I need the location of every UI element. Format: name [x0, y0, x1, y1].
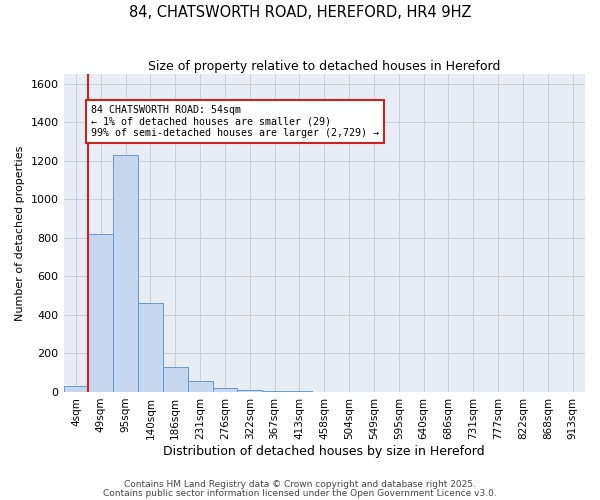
Bar — [64, 386, 88, 392]
X-axis label: Distribution of detached houses by size in Hereford: Distribution of detached houses by size … — [163, 444, 485, 458]
Bar — [113, 155, 138, 392]
Text: Contains public sector information licensed under the Open Government Licence v3: Contains public sector information licen… — [103, 488, 497, 498]
Text: 84 CHATSWORTH ROAD: 54sqm
← 1% of detached houses are smaller (29)
99% of semi-d: 84 CHATSWORTH ROAD: 54sqm ← 1% of detach… — [91, 105, 379, 138]
Bar — [238, 390, 262, 392]
Bar — [88, 234, 113, 392]
Text: 84, CHATSWORTH ROAD, HEREFORD, HR4 9HZ: 84, CHATSWORTH ROAD, HEREFORD, HR4 9HZ — [129, 5, 471, 20]
Title: Size of property relative to detached houses in Hereford: Size of property relative to detached ho… — [148, 60, 500, 73]
Bar — [188, 382, 212, 392]
Bar — [262, 391, 287, 392]
Bar — [163, 367, 188, 392]
Bar — [138, 304, 163, 392]
Bar — [212, 388, 238, 392]
Y-axis label: Number of detached properties: Number of detached properties — [15, 146, 25, 321]
Text: Contains HM Land Registry data © Crown copyright and database right 2025.: Contains HM Land Registry data © Crown c… — [124, 480, 476, 489]
